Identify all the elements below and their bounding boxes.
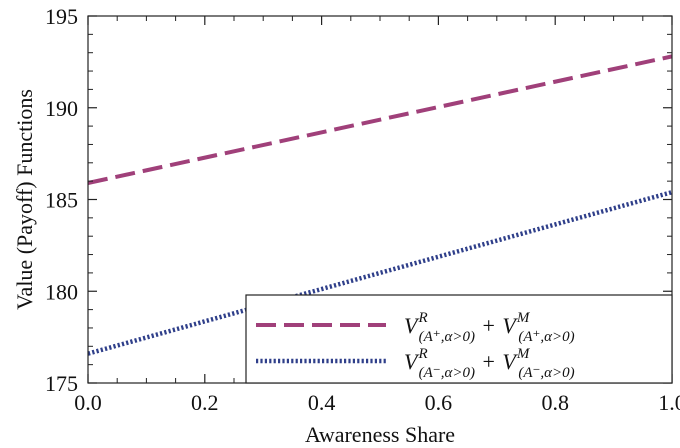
y-axis-title: Value (Payoff) Functions — [12, 89, 37, 310]
legend-part-sub1: (A⁺,α>0) — [419, 329, 475, 345]
legend-part-sup1: R — [417, 310, 427, 326]
x-tick-label: 0.0 — [74, 390, 102, 415]
legend-part-sub2: (A⁻,α>0) — [518, 365, 574, 381]
x-tick-label: 0.6 — [425, 390, 453, 415]
legend-part-plus: + — [477, 313, 500, 338]
legend-part-sup2: M — [516, 346, 531, 362]
legend-part-main2: V — [502, 313, 518, 338]
legend-part-sub2: (A⁺,α>0) — [518, 329, 574, 345]
legend-box — [245, 294, 673, 384]
axes: 0.0 0.2 0.4 0.6 0.8 1.0 175 180 185 190 195 Awarene… — [12, 4, 680, 447]
y-tick-label: 195 — [45, 4, 78, 29]
legend-part-plus: + — [477, 349, 500, 374]
x-tick-label: 0.4 — [308, 390, 336, 415]
plot-area — [87, 54, 673, 356]
x-tick-label: 0.8 — [541, 390, 569, 415]
x-tick-label: 1.0 — [658, 390, 680, 415]
legend-part-sub1: (A⁻,α>0) — [419, 365, 475, 381]
x-tick-label: 0.2 — [191, 390, 219, 415]
series-line-1 — [87, 54, 673, 185]
legend-part-main2: V — [502, 349, 518, 374]
legend-part-sup1: R — [417, 346, 427, 362]
legend-part-main1: V — [404, 313, 420, 338]
legend-part-sup2: M — [516, 310, 531, 326]
y-tick-label: 185 — [45, 188, 78, 213]
y-tick-label: 180 — [45, 279, 78, 304]
legend-label-1: VR (A⁺,α>0) + VM (A⁺,α>0) — [404, 310, 575, 345]
y-tick-label: 175 — [45, 371, 78, 396]
y-tick-label: 190 — [45, 96, 78, 121]
legend: VR (A⁺,α>0) + VM (A⁺,α>0)VR (A⁻,α>0) + VM (A… — [245, 294, 673, 384]
legend-part-main1: V — [404, 349, 420, 374]
legend-label-2: VR (A⁻,α>0) + VM (A⁻,α>0) — [404, 346, 575, 381]
x-axis-title: Awareness Share — [305, 422, 455, 447]
